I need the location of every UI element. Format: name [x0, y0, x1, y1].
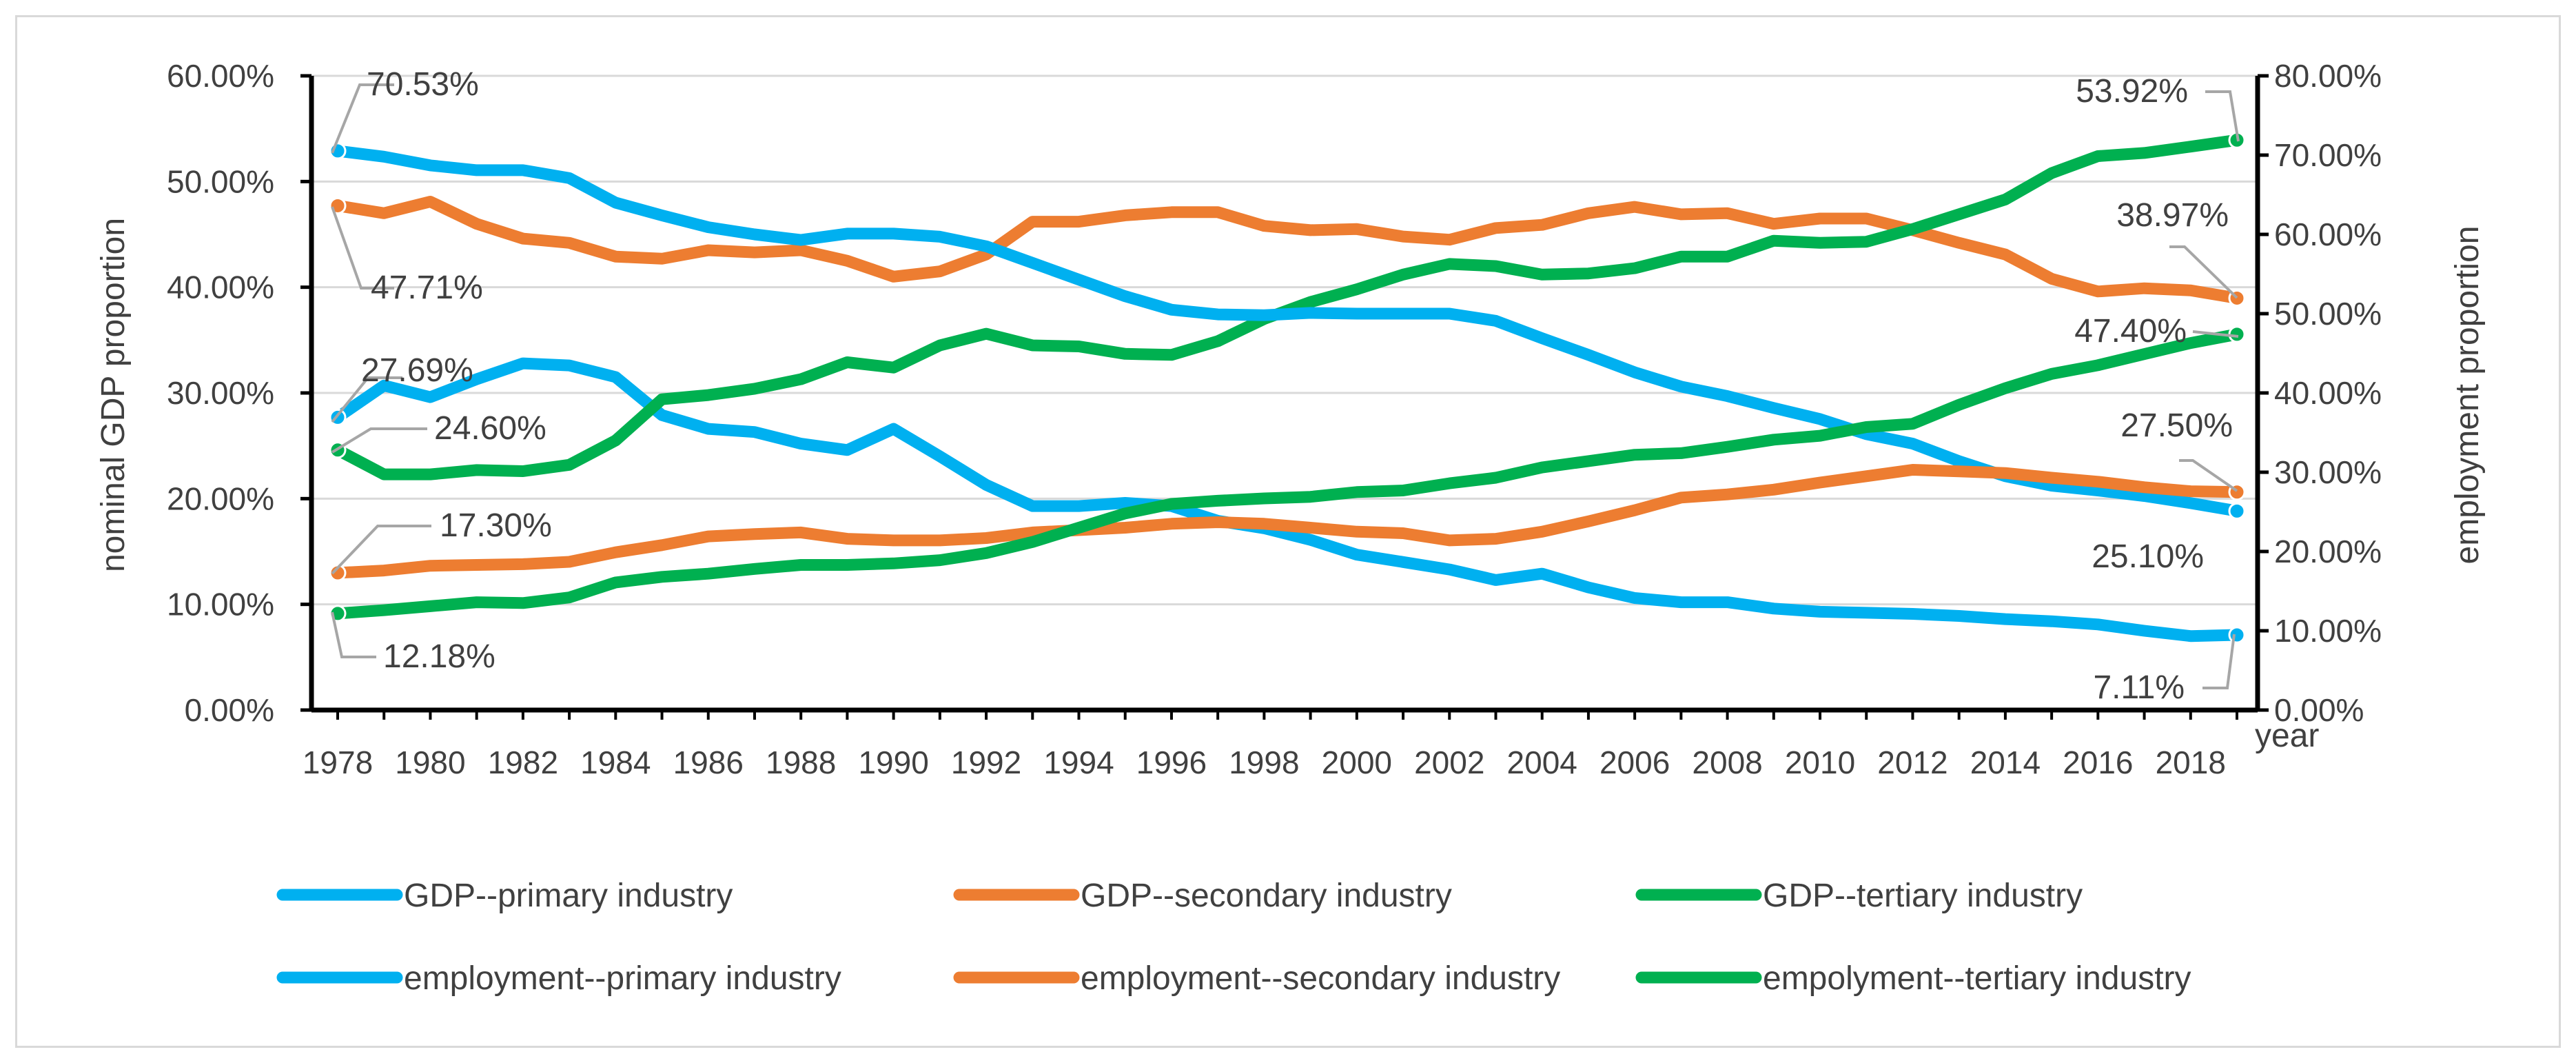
- series-line-4: [331, 464, 2243, 579]
- x-tick-label: 1998: [1229, 745, 1299, 780]
- annotation-label: 7.11%: [2093, 669, 2185, 706]
- x-tick-label: 2002: [1414, 745, 1484, 780]
- annotation-leader: [331, 376, 402, 423]
- annotation-label: 53.92%: [2076, 73, 2188, 110]
- annotation-leader: [2179, 459, 2238, 492]
- series-end-marker: [2228, 325, 2246, 343]
- y-left-tick-label: 30.00%: [167, 375, 274, 411]
- annotation-label: 25.10%: [2092, 538, 2204, 575]
- x-tick-label: 1984: [580, 745, 651, 780]
- x-tick-label: 1994: [1043, 745, 1114, 780]
- x-tick-label: 2010: [1785, 745, 1855, 780]
- series-line-3: [331, 145, 2243, 517]
- series-line-2: [331, 134, 2243, 480]
- x-tick-label: 1996: [1136, 745, 1207, 780]
- x-tick-label: 2016: [2063, 745, 2133, 780]
- series-line-5: [331, 328, 2243, 620]
- annotation-leader: [331, 611, 376, 658]
- x-tick-label: 2000: [1322, 745, 1392, 780]
- series-lines: [329, 131, 2246, 644]
- annotation-label: 47.40%: [2074, 313, 2187, 350]
- annotation-leader: [2192, 330, 2239, 338]
- y-left-tick-label: 50.00%: [167, 163, 274, 199]
- y-right-tick-label: 80.00%: [2274, 58, 2382, 94]
- x-tick-label: 1986: [673, 745, 744, 780]
- x-tick-label: 2004: [1507, 745, 1577, 780]
- x-tick-label: 1978: [303, 745, 373, 780]
- x-tick-label: 2008: [1692, 745, 1762, 780]
- y-right-tick-label: 0.00%: [2274, 692, 2364, 728]
- legend-label: employment--primary industry: [404, 960, 841, 997]
- annotation-leader: [331, 525, 431, 575]
- x-tick-label: 1990: [858, 745, 928, 780]
- y-axis-right-title: employment proportion: [2449, 226, 2486, 565]
- y-left-tick-label: 0.00%: [185, 692, 274, 728]
- y-right-tick-label: 20.00%: [2274, 534, 2382, 569]
- y-left-tick-label: 20.00%: [167, 480, 274, 516]
- x-tick-label: 1982: [488, 745, 558, 780]
- series-start-marker: [329, 408, 347, 426]
- series-end-marker: [2228, 626, 2246, 644]
- tick-labels: 0.00% 10.00% 20.00% 30.00% 40.00% 50.00% 60.00…: [167, 58, 2382, 780]
- x-tick-label: 1992: [951, 745, 1021, 780]
- annotation-leader: [2205, 90, 2240, 142]
- legend-label: empolyment--tertiary industry: [1763, 960, 2191, 997]
- series-start-marker: [329, 564, 347, 582]
- annotation-label: 47.71%: [371, 270, 483, 306]
- y-axis-left-title: nominal GDP proportion: [95, 218, 132, 572]
- x-tick-label: 1988: [766, 745, 836, 780]
- y-right-tick-label: 50.00%: [2274, 296, 2382, 332]
- data-annotations: 70.53% 47.71% 27.69% 24.60% 17.30% 12.18% 53.9…: [331, 66, 2240, 706]
- gridlines: [311, 74, 2258, 606]
- annotation-label: 27.50%: [2120, 407, 2233, 444]
- annotation-label: 27.69%: [361, 352, 473, 389]
- legend: GDP--primary industry GDP--secondary indu…: [276, 878, 2191, 997]
- legend-label: GDP--primary industry: [404, 878, 733, 914]
- annotation-leader: [2169, 245, 2238, 299]
- y-left-tick-label: 40.00%: [167, 270, 274, 305]
- x-tick-label: 2014: [1970, 745, 2041, 780]
- y-right-tick-label: 60.00%: [2274, 216, 2382, 252]
- x-tick-label: 2018: [2156, 745, 2226, 780]
- chart-frame: [15, 15, 2561, 1048]
- x-axis-title: year: [2255, 718, 2319, 754]
- annotation-leader: [331, 427, 427, 454]
- annotation-label: 24.60%: [434, 410, 546, 447]
- y-right-tick-label: 30.00%: [2274, 454, 2382, 490]
- annotation-leader: [331, 83, 394, 154]
- y-right-tick-label: 40.00%: [2274, 375, 2382, 411]
- y-right-tick-label: 10.00%: [2274, 613, 2382, 649]
- x-tick-label: 2012: [1877, 745, 1948, 780]
- annotation-label: 70.53%: [367, 66, 479, 103]
- x-tick-label: 2006: [1599, 745, 1670, 780]
- legend-label: GDP--secondary industry: [1081, 878, 1452, 914]
- legend-label: employment--secondary industry: [1081, 960, 1560, 997]
- annotation-leader: [2202, 634, 2236, 689]
- legend-label: GDP--tertiary industry: [1763, 878, 2083, 914]
- annotation-label: 17.30%: [440, 507, 552, 544]
- x-tick-label: 1980: [395, 745, 465, 780]
- annotation-label: 38.97%: [2116, 197, 2229, 234]
- annotation-label: 12.18%: [383, 638, 495, 675]
- y-left-tick-label: 60.00%: [167, 58, 274, 94]
- annotation-leader: [331, 206, 394, 290]
- y-left-tick-label: 10.00%: [167, 587, 274, 622]
- series-end-marker: [2228, 502, 2246, 520]
- y-right-tick-label: 70.00%: [2274, 137, 2382, 173]
